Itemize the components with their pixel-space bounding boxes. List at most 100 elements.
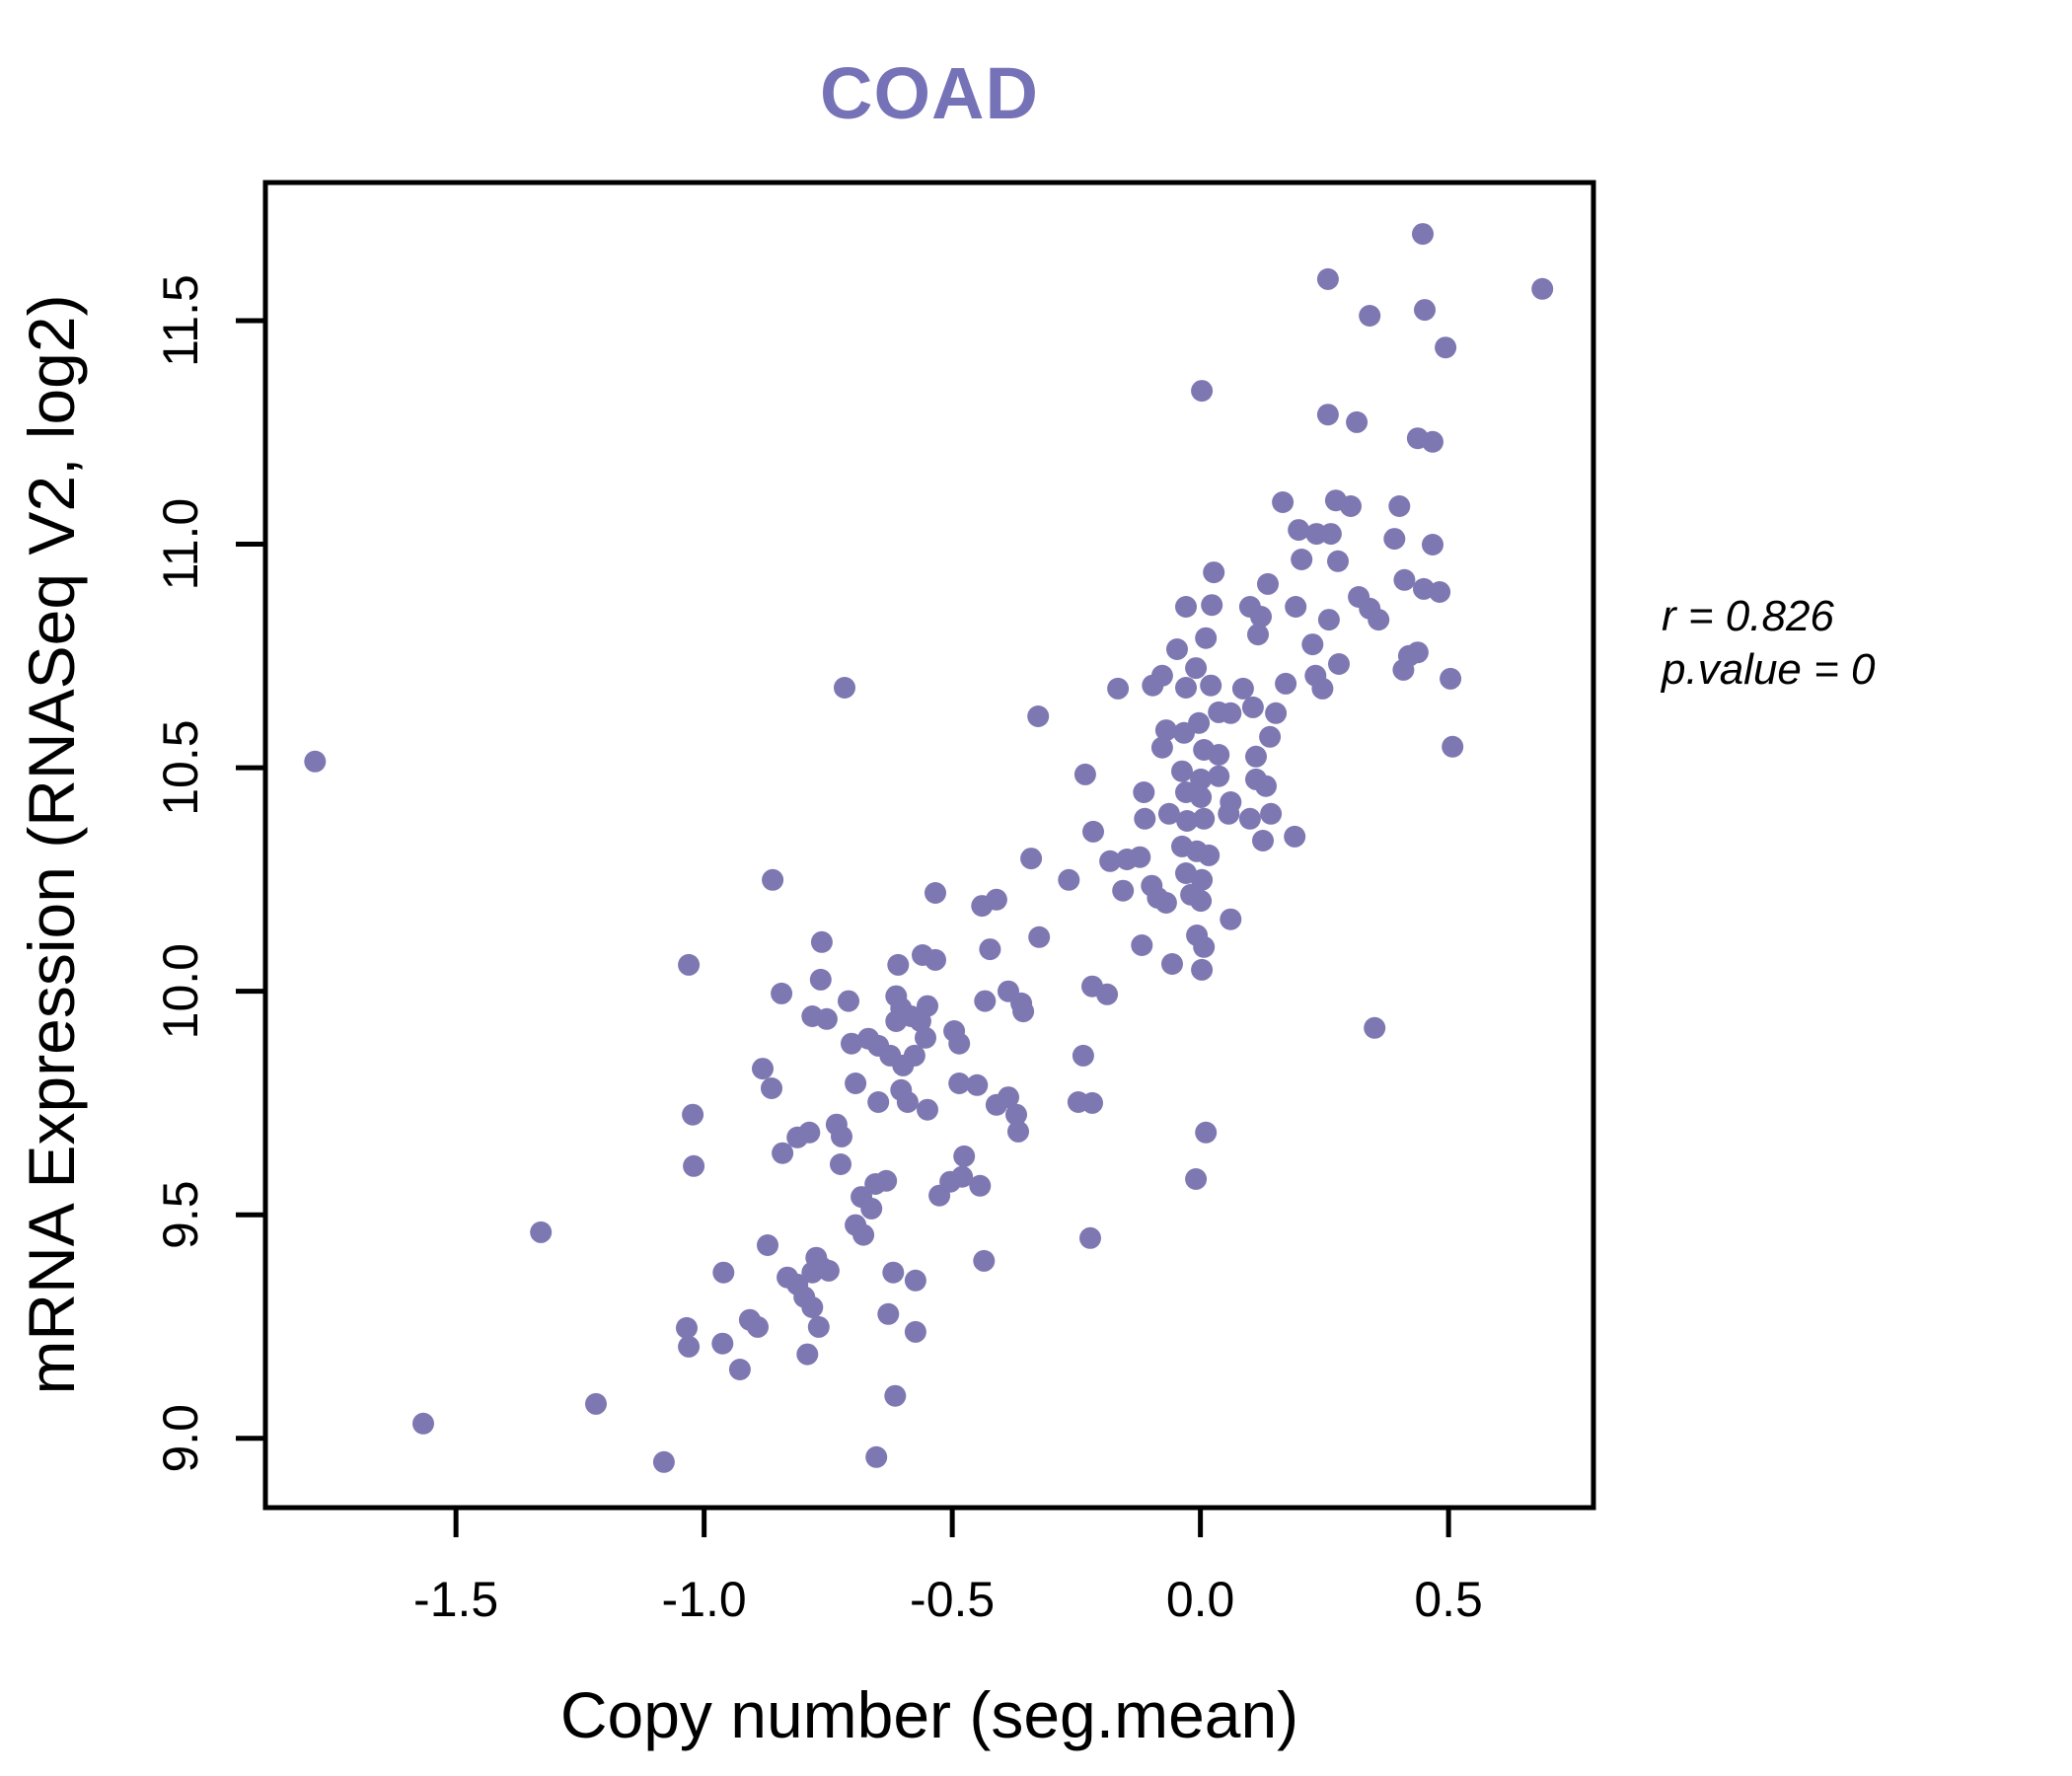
data-point [585, 1392, 607, 1415]
data-point [678, 1335, 701, 1358]
data-point [904, 1269, 926, 1292]
y-tick-label: 11.5 [153, 274, 208, 367]
x-tick-label: -1.0 [662, 1572, 747, 1627]
data-point [1058, 868, 1080, 891]
y-tick-label: 9.0 [153, 1404, 208, 1473]
data-point [412, 1412, 434, 1435]
data-point [969, 1174, 992, 1197]
data-point [877, 1302, 900, 1325]
data-point [979, 938, 1001, 961]
data-point [1208, 765, 1230, 787]
data-point [676, 1316, 698, 1339]
data-point [1112, 879, 1135, 902]
data-point [948, 1073, 971, 1094]
y-tick-label: 11.0 [153, 498, 208, 591]
data-point [1414, 299, 1436, 322]
data-point [1220, 908, 1242, 930]
data-point [747, 1315, 769, 1338]
data-point [772, 1142, 794, 1164]
data-point [1191, 958, 1214, 981]
data-point [1193, 807, 1216, 830]
data-point [845, 1073, 867, 1094]
data-point [904, 1320, 926, 1343]
data-point [1198, 844, 1221, 866]
data-point [1176, 810, 1199, 832]
data-point [1185, 657, 1208, 680]
data-point [1388, 495, 1411, 517]
data-point [762, 868, 784, 891]
data-point [1260, 802, 1283, 825]
data-point [1412, 223, 1434, 246]
data-point [757, 1234, 778, 1256]
data-point [1241, 696, 1264, 718]
data-point [1175, 677, 1197, 699]
data-point [1422, 430, 1443, 453]
data-point [1364, 1016, 1386, 1039]
data-point [1327, 550, 1349, 572]
data-point [838, 990, 859, 1012]
data-point [1265, 702, 1288, 724]
data-point [925, 882, 946, 904]
data-point [1129, 846, 1151, 868]
plot-border [262, 180, 1596, 1511]
data-point [1301, 633, 1324, 656]
data-point [1027, 705, 1050, 727]
data-point [815, 1007, 838, 1030]
data-point [678, 953, 701, 976]
data-point [1291, 549, 1313, 570]
data-point [973, 1249, 996, 1272]
data-point [882, 1261, 905, 1284]
data-point [1231, 677, 1254, 700]
data-point [1316, 267, 1339, 290]
data-point [925, 948, 946, 971]
data-point [1252, 830, 1274, 851]
data-point [1161, 953, 1183, 975]
data-point [1173, 721, 1195, 744]
x-tick-label: 0.5 [1414, 1572, 1483, 1627]
data-point [951, 1165, 974, 1188]
data-point [831, 1125, 852, 1147]
data-point [1195, 627, 1218, 649]
data-point [1220, 702, 1242, 724]
data-point [1133, 781, 1155, 803]
data-point [810, 930, 833, 953]
data-point [796, 1343, 819, 1366]
data-point [752, 1058, 774, 1080]
data-point [928, 1184, 951, 1207]
data-point [887, 953, 910, 976]
data-point [1107, 677, 1130, 700]
data-point [1082, 820, 1104, 843]
data-point [1422, 534, 1443, 555]
data-point [1406, 641, 1429, 664]
data-point [1142, 674, 1164, 697]
data-point [953, 1145, 976, 1167]
data-point [1245, 745, 1267, 768]
data-point [712, 1261, 735, 1284]
data-point [1392, 658, 1415, 681]
data-point [1311, 677, 1334, 700]
data-point [1072, 1044, 1094, 1067]
correlation-value: r = 0.826 [1662, 592, 1834, 640]
data-point [915, 1026, 936, 1049]
data-point [798, 1121, 821, 1144]
data-point [1081, 1091, 1103, 1114]
data-point [875, 1169, 898, 1192]
data-point [1247, 624, 1269, 646]
data-point [1316, 404, 1339, 426]
data-point [728, 1359, 751, 1380]
data-point [682, 1103, 704, 1126]
data-point [1328, 653, 1350, 675]
data-point [1134, 807, 1156, 830]
data-point [1284, 825, 1306, 848]
data-point [1099, 850, 1122, 872]
data-point [1171, 760, 1193, 782]
data-point [1203, 561, 1225, 584]
data-point [867, 1091, 890, 1113]
data-point [652, 1450, 675, 1473]
data-point [852, 1223, 875, 1246]
data-point [1150, 736, 1173, 759]
data-point [966, 1073, 989, 1096]
x-tick-label: 0.0 [1166, 1572, 1235, 1627]
